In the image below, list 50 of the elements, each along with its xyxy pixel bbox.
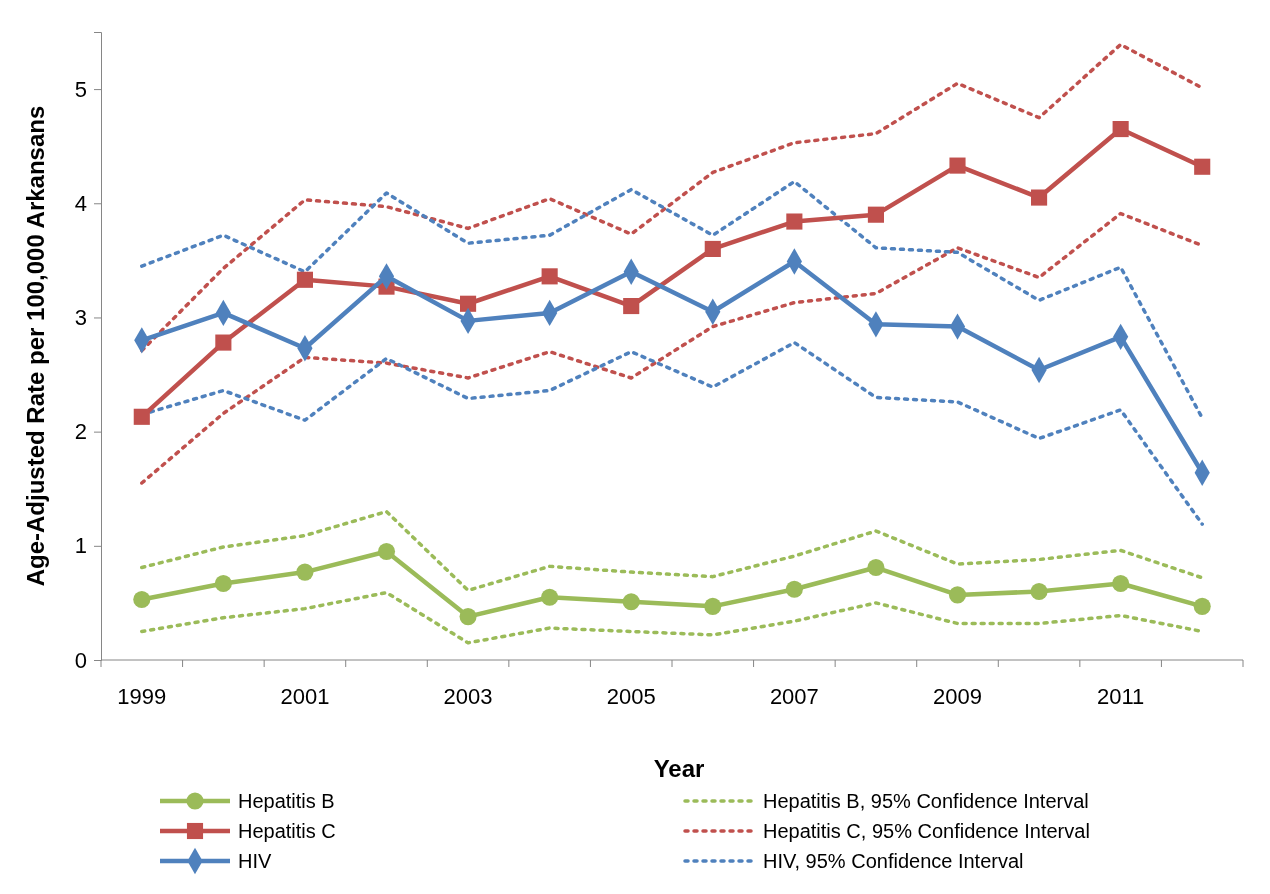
point <box>377 542 396 561</box>
point <box>459 608 477 626</box>
point <box>622 593 640 611</box>
point <box>460 295 477 312</box>
x-tick-label: 1999 <box>117 684 167 709</box>
point <box>786 213 803 230</box>
line-series <box>140 179 1204 420</box>
y-tick-label: 0 <box>74 647 87 673</box>
y-tick-label: 4 <box>74 190 87 216</box>
point <box>948 586 967 604</box>
point <box>704 597 722 615</box>
point <box>1030 582 1048 601</box>
x-tick-label: 2001 <box>280 684 330 709</box>
legend-label: HIV <box>238 850 272 872</box>
point <box>133 590 151 609</box>
point <box>704 240 721 258</box>
point <box>541 268 558 285</box>
point <box>867 558 885 577</box>
point <box>215 334 232 351</box>
point <box>296 271 313 288</box>
x-tick-label: 2009 <box>933 684 982 709</box>
point <box>296 563 314 581</box>
legend-label: Hepatitis C <box>238 820 336 842</box>
y-axis-title: Age-Adjusted Rate per 100,000 Arkansans <box>22 105 49 587</box>
legend-label: Hepatitis B <box>238 790 335 812</box>
line-series <box>140 509 1204 593</box>
legend-label: Hepatitis B, 95% Confidence Interval <box>763 790 1089 812</box>
legend-label: HIV, 95% Confidence Interval <box>763 850 1024 872</box>
y-tick-label: 2 <box>74 419 87 445</box>
point <box>133 408 150 425</box>
y-tick-label: 5 <box>74 76 87 102</box>
x-axis-title: Year <box>653 755 705 782</box>
point <box>1112 120 1129 138</box>
point <box>1112 574 1130 593</box>
x-tick-label: 2011 <box>1096 684 1145 709</box>
point <box>949 157 966 174</box>
point <box>214 574 232 593</box>
point <box>867 206 884 223</box>
legend-label: Hepatitis C, 95% Confidence Interval <box>763 820 1090 842</box>
point <box>623 297 640 315</box>
point <box>1193 597 1211 615</box>
x-tick-label: 2003 <box>443 684 493 709</box>
point <box>1031 189 1048 206</box>
y-tick-label: 1 <box>74 533 87 559</box>
y-tick-label: 3 <box>74 304 87 330</box>
point <box>541 588 559 606</box>
x-tick-label: 2007 <box>769 684 819 709</box>
point <box>785 580 803 598</box>
x-tick-label: 2005 <box>606 684 656 709</box>
point <box>1194 158 1211 175</box>
